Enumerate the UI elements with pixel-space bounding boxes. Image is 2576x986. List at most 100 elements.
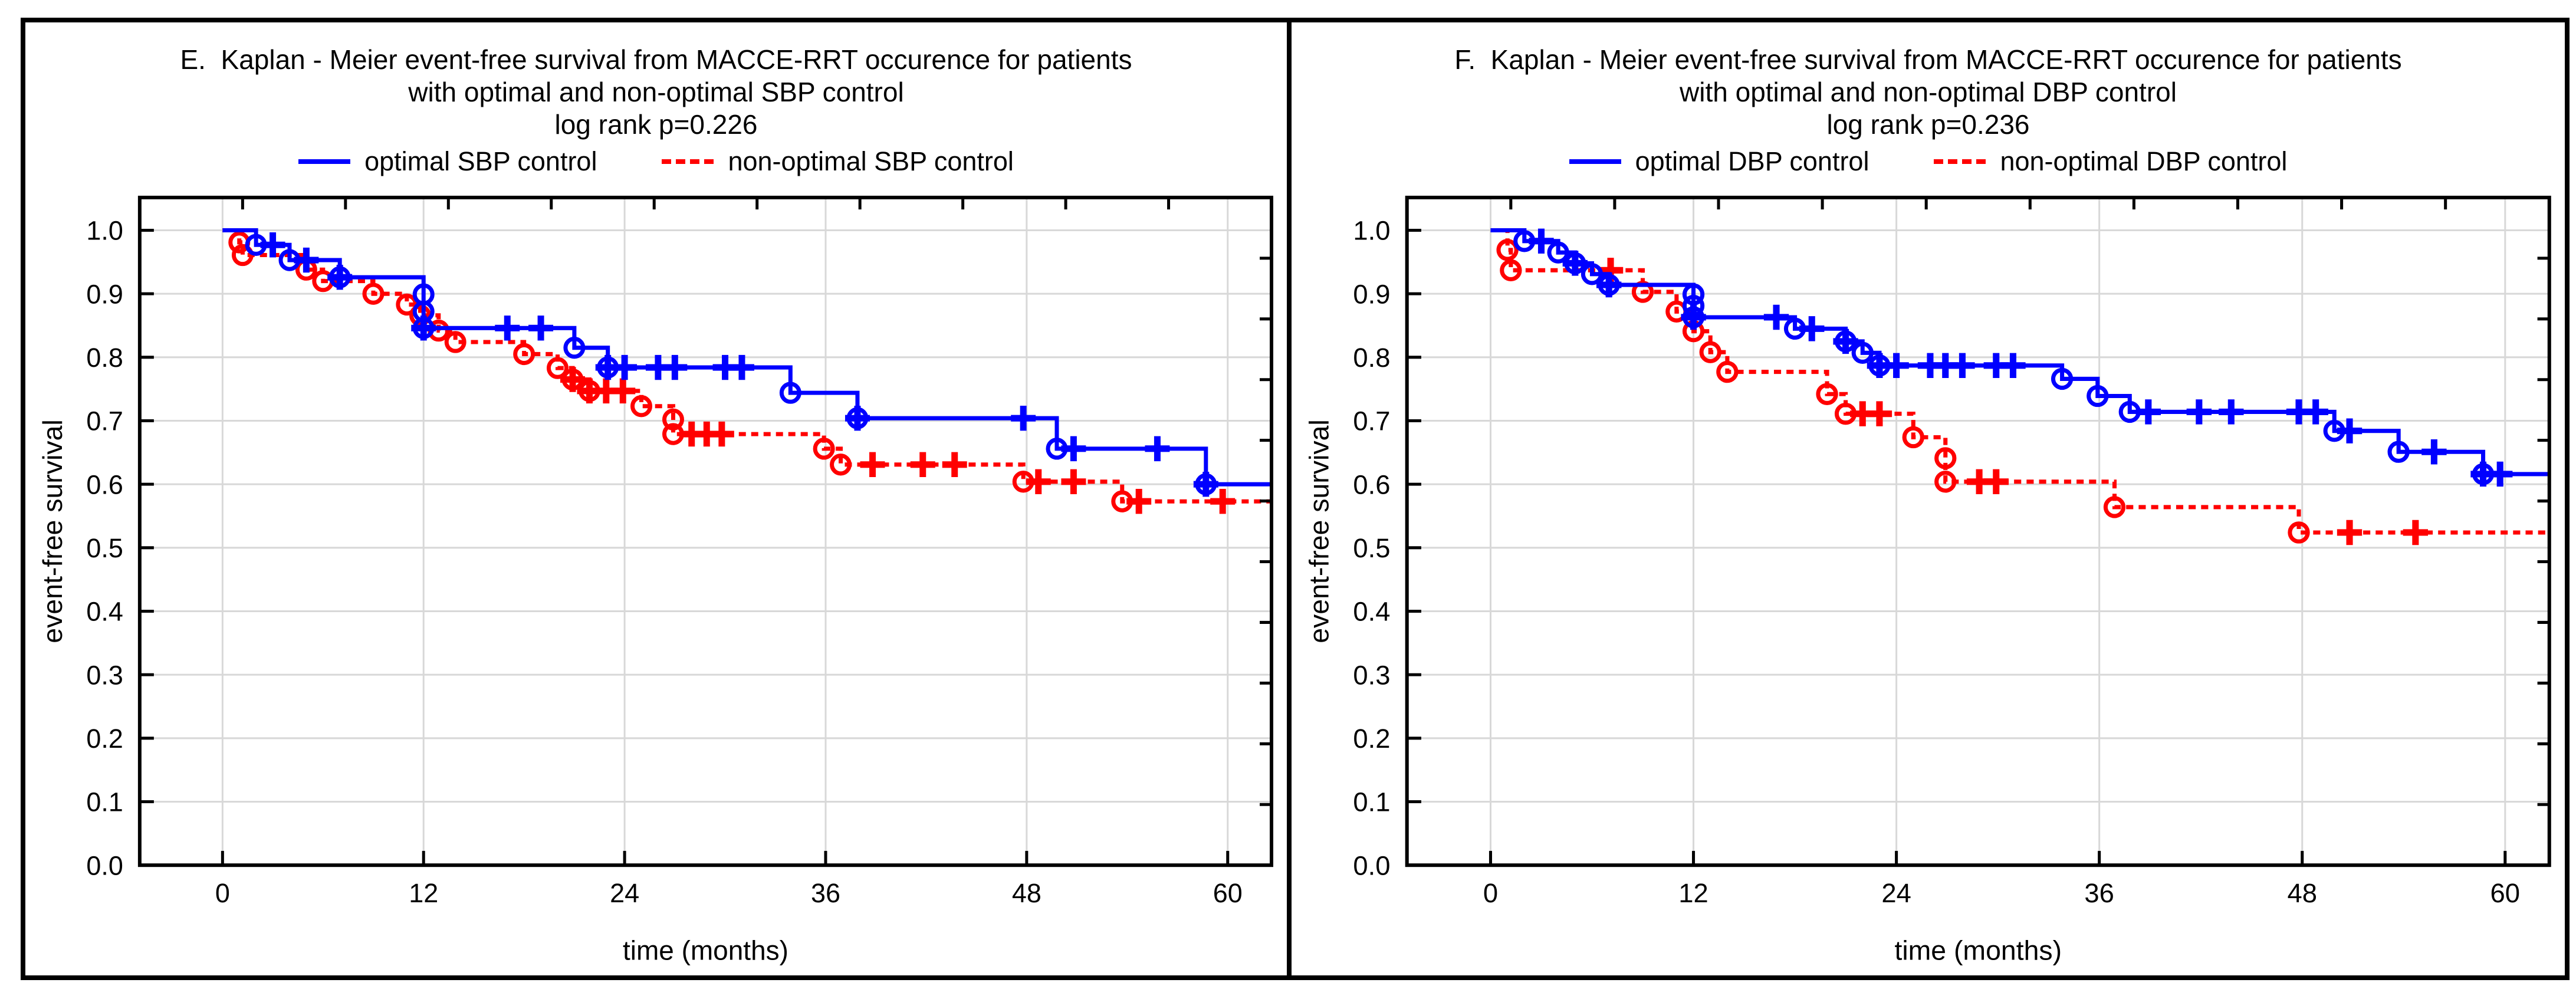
event-circle-marker <box>1564 252 1586 275</box>
event-circle-marker <box>1834 402 1857 425</box>
panel-e-legend: optimal SBP control non-optimal SBP cont… <box>25 146 1287 177</box>
censored-cross-marker <box>860 452 885 477</box>
km-plot-dbp: 0 12 24 36 48 60 0.0 0.1 0.2 0.3 0.4 0.5 0.6 0.7 0.8 0.… <box>1304 195 2551 966</box>
km-step-curve <box>1490 228 2549 476</box>
event-circle-marker <box>813 438 835 460</box>
event-circle-marker <box>1496 239 1519 261</box>
event-circle-marker <box>1012 471 1034 493</box>
event-circle-marker <box>1902 426 1924 449</box>
event-circle-marker <box>1816 383 1838 405</box>
event-circle-marker <box>1682 283 1705 305</box>
y-tick-label: 1.0 <box>1353 216 1390 246</box>
event-circle-marker <box>1934 447 1957 469</box>
legend-label-non-optimal: non-optimal SBP control <box>728 146 1014 176</box>
y-tick-label: 0.6 <box>1353 469 1390 499</box>
event-circle-marker <box>245 234 267 256</box>
y-tick-label: 0.2 <box>86 724 123 754</box>
legend-label-optimal: optimal SBP control <box>364 146 597 176</box>
event-circle-marker <box>409 304 432 327</box>
red-dashed-line-sample-icon <box>662 159 714 164</box>
event-circle-marker <box>2087 384 2109 407</box>
event-circle-marker <box>630 395 653 418</box>
event-circle-marker <box>1783 317 1806 340</box>
panel-e-logrank-p: log rank p=0.226 <box>554 109 758 140</box>
event-circle-marker <box>578 380 600 402</box>
event-circle-marker <box>1513 230 1536 252</box>
legend-item-non-optimal: non-optimal DBP control <box>1934 146 2287 177</box>
censored-cross-marker <box>729 354 754 380</box>
y-tick-label: 0.0 <box>1353 850 1390 880</box>
event-circle-marker <box>1581 263 1604 285</box>
x-tick-label: 36 <box>2084 878 2114 908</box>
x-tick-label: 48 <box>1012 878 1041 908</box>
x-tick-label: 12 <box>1678 878 1708 908</box>
event-circle-marker <box>412 317 435 339</box>
event-circle-marker <box>1547 241 1569 264</box>
event-circle-marker <box>362 282 385 305</box>
y-tick-label: 0.1 <box>86 787 123 817</box>
event-circle-marker <box>1598 274 1620 296</box>
event-circle-marker <box>2051 367 2074 390</box>
y-tick-label: 0.8 <box>1353 343 1390 373</box>
censored-cross-marker <box>1210 489 1236 514</box>
event-circle-marker <box>830 453 852 476</box>
y-tick-label: 1.0 <box>86 215 123 245</box>
y-tick-label: 0.9 <box>86 279 123 309</box>
censored-cross-marker <box>1950 353 1975 379</box>
event-circle-marker <box>2118 400 2141 423</box>
x-tick-label: 60 <box>2490 878 2520 908</box>
x-tick-label: 60 <box>1213 878 1243 908</box>
y-tick-label: 0.5 <box>1353 533 1390 563</box>
event-circle-marker <box>1851 341 1874 364</box>
legend-label-non-optimal: non-optimal DBP control <box>2000 146 2288 176</box>
x-axis-title: time (months) <box>1894 935 2062 966</box>
y-axis-title: event-free survival <box>1304 419 1335 643</box>
censored-cross-marker <box>1983 469 2009 495</box>
x-tick-label: 12 <box>409 878 438 908</box>
y-tick-label: 0.5 <box>86 533 123 563</box>
y-tick-label: 0.3 <box>86 660 123 690</box>
event-circle-marker <box>597 356 619 379</box>
y-tick-label: 0.0 <box>86 850 123 880</box>
event-circle-marker <box>1682 306 1705 328</box>
censored-cross-marker <box>2219 399 2244 425</box>
censored-cross-marker <box>910 452 935 477</box>
censored-cross-marker <box>662 354 688 380</box>
event-circle-marker <box>1682 294 1705 317</box>
censored-cross-marker <box>1011 405 1036 431</box>
panel-f-logrank-p: log rank p=0.236 <box>1826 109 2030 140</box>
legend-item-optimal: optimal DBP control <box>1569 146 1869 177</box>
figure-frame: E. Kaplan - Meier event-free survival fr… <box>21 18 2570 980</box>
censored-cross-marker <box>709 421 734 447</box>
x-tick-label: 0 <box>215 878 230 908</box>
censored-cross-marker <box>2421 439 2447 465</box>
x-axis-title: time (months) <box>623 935 788 966</box>
event-circle-marker <box>1046 438 1068 460</box>
panel-e-title-line-2: with optimal and non-optimal SBP control <box>408 77 904 107</box>
panel-f-legend: optimal DBP control non-optimal DBP cont… <box>1292 146 2565 177</box>
event-circle-marker <box>561 368 584 391</box>
red-dashed-line-sample-icon <box>1934 159 1986 164</box>
censored-cross-marker <box>1145 436 1170 462</box>
event-circle-marker <box>1716 360 1739 383</box>
event-circle-marker <box>231 244 254 267</box>
censored-cross-marker <box>495 315 520 341</box>
event-circle-marker <box>546 357 569 379</box>
event-circle-marker <box>779 382 801 404</box>
event-circle-marker <box>662 408 684 431</box>
censored-cross-marker <box>2186 399 2212 425</box>
panel-e: E. Kaplan - Meier event-free survival fr… <box>25 22 1292 975</box>
censored-cross-marker <box>1763 304 1789 330</box>
x-tick-label: 48 <box>2287 878 2317 908</box>
censored-cross-marker <box>2337 520 2363 545</box>
event-circle-marker <box>1500 259 1522 282</box>
censored-cross-marker <box>1061 469 1086 495</box>
x-tick-label: 36 <box>811 878 840 908</box>
y-tick-label: 0.9 <box>1353 279 1390 309</box>
y-axis-title: event-free survival <box>37 419 68 643</box>
plot-frame <box>137 195 1274 867</box>
y-tick-label: 0.4 <box>1353 597 1390 627</box>
event-circle-marker <box>2387 441 2410 463</box>
event-circle-marker <box>1699 341 1721 363</box>
event-circle-marker <box>513 343 535 366</box>
